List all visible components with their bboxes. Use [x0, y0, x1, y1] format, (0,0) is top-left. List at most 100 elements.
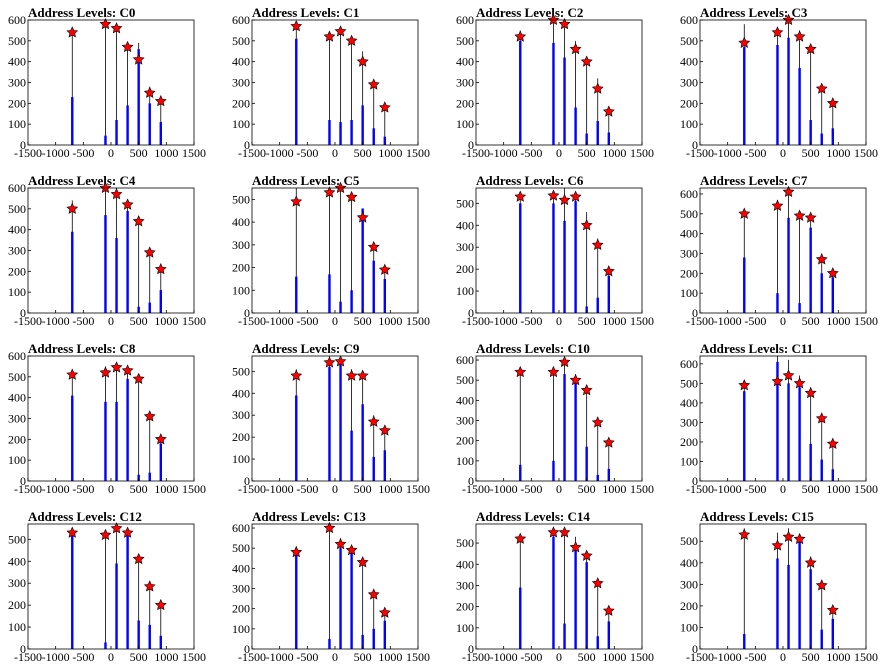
y-tick-label: 100	[680, 117, 698, 131]
y-tick-label: 300	[680, 415, 698, 429]
data-bar	[574, 547, 577, 649]
data-bar	[798, 536, 801, 649]
subplot-title: Address Levels: C2	[476, 5, 583, 20]
y-tick-label: 0	[692, 138, 698, 152]
star-marker	[334, 355, 347, 367]
y-tick-label: 200	[456, 600, 474, 614]
star-marker	[771, 199, 784, 211]
y-tick-label: 400	[456, 55, 474, 69]
x-tick-label: 1000	[826, 146, 850, 160]
subplot-title: Address Levels: C13	[252, 509, 366, 524]
star-marker	[591, 82, 604, 94]
star-marker	[569, 190, 582, 202]
data-bar	[743, 257, 746, 313]
star-marker	[290, 545, 303, 558]
star-marker	[334, 537, 347, 550]
x-tick-label: 1000	[154, 146, 178, 160]
data-bar	[115, 120, 118, 145]
x-tick-label: -1000	[714, 482, 742, 496]
data-bar	[596, 636, 599, 649]
subplot-c4: Address Levels: C4-1500 -1000 -500 0 500 1000…	[8, 173, 206, 328]
y-tick-label: 200	[680, 435, 698, 449]
y-tick-label: 500	[680, 376, 698, 390]
star-marker	[602, 604, 615, 616]
star-marker	[804, 42, 817, 55]
x-tick-label: -1500	[686, 650, 714, 664]
star-marker	[99, 17, 112, 30]
star-marker	[815, 412, 828, 424]
data-bar	[607, 132, 610, 145]
y-tick-label: 0	[20, 474, 26, 488]
star-marker	[793, 30, 806, 42]
star-marker	[345, 34, 358, 46]
star-marker	[356, 55, 369, 67]
y-tick-label: 400	[456, 218, 474, 232]
y-tick-label: 500	[8, 370, 26, 384]
data-bar	[552, 42, 555, 145]
subplot-title: Address Levels: C8	[28, 341, 136, 356]
y-tick-label: 500	[232, 34, 250, 48]
star-marker	[514, 365, 527, 378]
y-tick-label: 400	[232, 215, 250, 229]
y-tick-label: 600	[8, 13, 26, 27]
x-tick-label: 0	[108, 650, 114, 664]
data-bar	[159, 290, 162, 313]
data-bar	[159, 443, 162, 481]
y-tick-label: 0	[692, 306, 698, 320]
data-bar	[126, 378, 129, 481]
y-tick-label: 0	[20, 306, 26, 320]
x-tick-label: 500	[354, 314, 372, 328]
data-bar	[574, 201, 577, 313]
star-marker	[99, 528, 112, 541]
x-tick-label: 1500	[406, 314, 430, 328]
star-marker	[378, 101, 391, 113]
x-tick-label: -1000	[714, 650, 742, 664]
x-tick-label: 1500	[854, 314, 878, 328]
data-bar	[743, 47, 746, 146]
x-tick-label: 1500	[406, 482, 430, 496]
data-bar	[607, 621, 610, 649]
y-tick-label: 100	[680, 286, 698, 300]
star-marker	[569, 373, 582, 386]
data-bar	[339, 122, 342, 145]
star-marker	[132, 552, 145, 565]
y-tick-label: 0	[244, 306, 250, 320]
data-bar	[339, 548, 342, 649]
star-marker	[356, 556, 369, 568]
x-tick-label: 500	[130, 482, 148, 496]
star-marker	[738, 379, 751, 391]
data-bar	[831, 277, 834, 313]
y-tick-label: 500	[8, 532, 26, 546]
subplot-c0: Address Levels: C0-1500 -1000 -500 0 500 1000…	[8, 5, 206, 160]
axes-frame	[699, 523, 867, 650]
axes-frame	[699, 19, 867, 146]
y-tick-label: 400	[680, 556, 698, 570]
y-tick-label: 0	[244, 642, 250, 656]
data-bar	[148, 472, 151, 481]
star-marker	[356, 369, 369, 381]
star-marker	[66, 368, 79, 380]
data-bar	[585, 306, 588, 313]
data-bar	[585, 133, 588, 145]
data-bar	[350, 290, 353, 313]
subplot-c15: Address Levels: C15 -1500 -1000 -500 0 500 100…	[680, 509, 878, 664]
subplot-title: Address Levels: C7	[700, 173, 808, 188]
x-tick-label: 1000	[378, 314, 402, 328]
x-tick-label: -1000	[42, 314, 70, 328]
x-tick-label: 1000	[602, 650, 626, 664]
data-bar	[831, 618, 834, 649]
data-bar	[339, 364, 342, 481]
star-marker	[154, 598, 167, 611]
star-marker	[66, 26, 79, 38]
data-bar	[776, 361, 779, 481]
data-bar	[339, 301, 342, 313]
x-tick-label: -500	[520, 650, 542, 664]
y-tick-label: 300	[456, 76, 474, 90]
y-tick-label: 500	[232, 192, 250, 206]
star-marker	[793, 377, 806, 389]
data-bar	[596, 121, 599, 145]
star-marker	[132, 215, 145, 227]
star-marker	[815, 579, 828, 591]
y-tick-label: 100	[8, 453, 26, 467]
